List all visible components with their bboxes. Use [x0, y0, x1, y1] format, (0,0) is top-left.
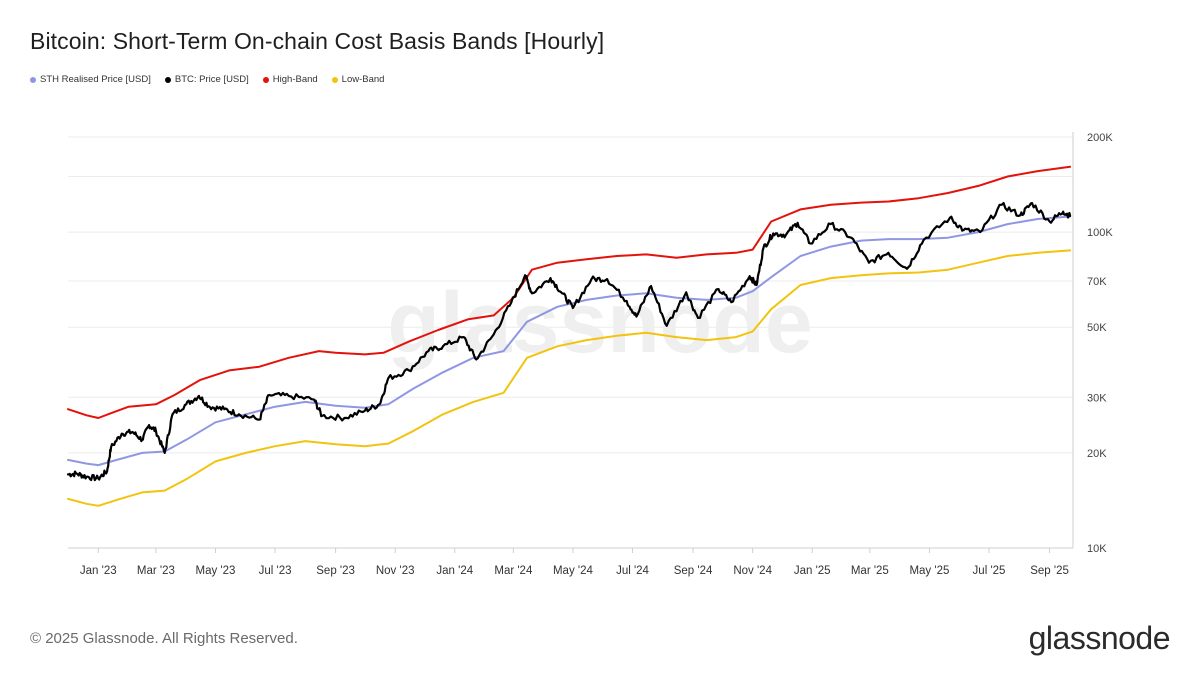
series-line-btc-price-usd: [66, 202, 1072, 482]
x-tick-label: Jul '25: [973, 565, 1006, 577]
x-tick-label: Nov '24: [733, 565, 772, 577]
y-tick-label: 10K: [1087, 543, 1107, 555]
x-tick-label: Jul '24: [616, 565, 649, 577]
x-tick-label: May '24: [553, 565, 594, 577]
series-group: [66, 165, 1072, 507]
y-tick-label: 20K: [1087, 448, 1107, 460]
watermark-text: glassnode: [387, 275, 812, 371]
legend-label: Low-Band: [341, 74, 385, 85]
legend-item-sth-realised-price[interactable]: STH Realised Price [USD]: [30, 74, 151, 85]
x-tick-label: May '23: [196, 565, 236, 577]
legend-label: High-Band: [272, 74, 318, 85]
y-tick-label: 200K: [1087, 132, 1113, 144]
legend: STH Realised Price [USD] BTC: Price [USD…: [30, 74, 384, 85]
legend-item-low-band[interactable]: Low-Band: [331, 74, 385, 85]
x-tick-label: Mar '24: [494, 565, 533, 577]
x-tick-label: Sep '25: [1030, 565, 1069, 577]
y-tick-label: 30K: [1087, 392, 1107, 404]
legend-swatch-icon: [331, 76, 338, 83]
legend-item-btc-price[interactable]: BTC: Price [USD]: [164, 74, 249, 85]
y-tick-label: 50K: [1087, 322, 1107, 334]
y-tick-label: 70K: [1087, 276, 1107, 288]
axes: 10K 20K 30K 50K 70K 100K 200K Jan '23 Mar '23 May…: [68, 132, 1113, 577]
legend-label: BTC: Price [USD]: [174, 74, 249, 85]
x-tick-label: Sep '23: [316, 565, 355, 577]
copyright-footer: © 2025 Glassnode. All Rights Reserved.: [30, 630, 298, 647]
x-tick-label: Jan '23: [80, 565, 117, 577]
chart-title: Bitcoin: Short-Term On-chain Cost Basis …: [30, 28, 605, 54]
legend-swatch-icon: [30, 76, 36, 83]
legend-swatch-icon: [164, 76, 171, 83]
series-line-low-band: [67, 249, 1072, 507]
legend-label: STH Realised Price [USD]: [40, 74, 151, 85]
x-tick-label: Jan '25: [794, 565, 831, 577]
x-tick-label: May '25: [909, 565, 949, 577]
x-tick-label: Sep '24: [674, 565, 713, 577]
y-tick-label: 100K: [1087, 227, 1113, 239]
x-tick-label: Jan '24: [436, 565, 473, 577]
series-line-sth-realised-price-usd: [67, 215, 1072, 467]
brand-logo[interactable]: glassnode: [1028, 620, 1171, 656]
x-tick-label: Nov '23: [376, 565, 415, 577]
x-tick-label: Mar '25: [851, 565, 889, 577]
x-tick-label: Mar '23: [137, 565, 175, 577]
legend-swatch-icon: [262, 76, 269, 83]
x-tick-label: Jul '23: [259, 565, 292, 577]
legend-item-high-band[interactable]: High-Band: [262, 74, 318, 85]
